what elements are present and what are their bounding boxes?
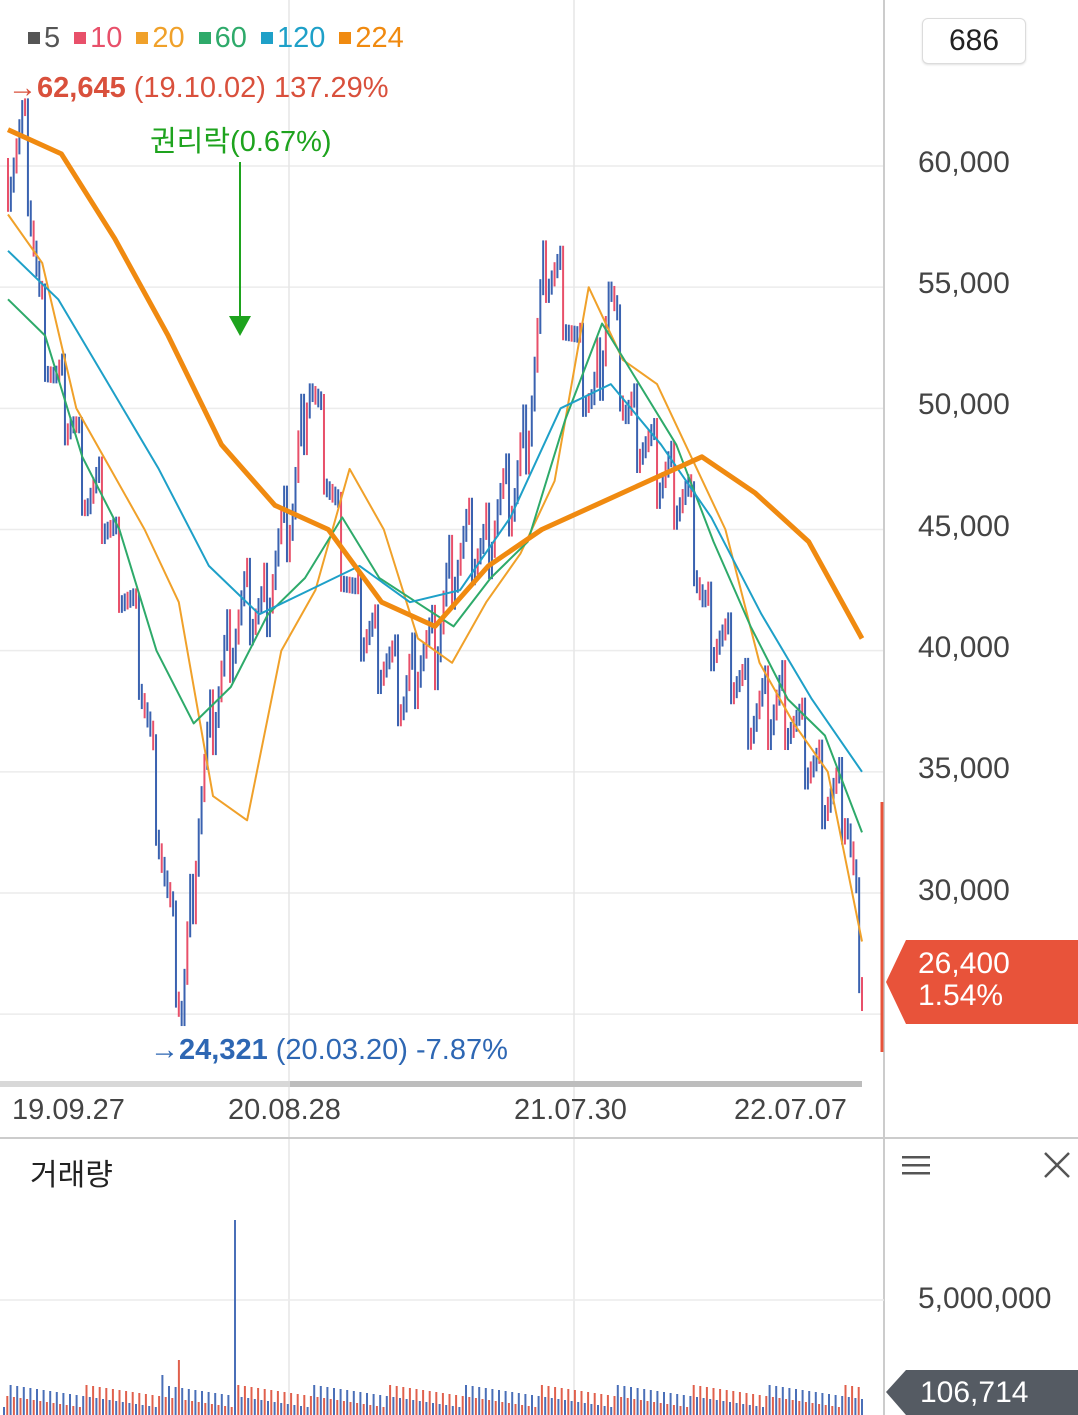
legend-item-224[interactable]: 224 xyxy=(339,20,404,56)
legend-swatch xyxy=(74,32,87,44)
x-tick-label: 21.07.30 xyxy=(514,1094,627,1126)
volume-bars xyxy=(3,1220,863,1415)
legend-label: 10 xyxy=(90,22,123,54)
candle-count-box[interactable]: 686 xyxy=(922,18,1026,64)
menu-icon[interactable] xyxy=(900,1150,932,1182)
high-detail: (19.10.02) 137.29% xyxy=(133,72,389,104)
legend-item-120[interactable]: 120 xyxy=(260,20,326,56)
volume-tick-label: 5,000,000 xyxy=(918,1282,1052,1315)
y-tick-label: 50,000 xyxy=(918,388,1010,421)
moving-average-lines xyxy=(6,127,865,942)
chart-overlays xyxy=(229,162,884,1052)
legend-item-5[interactable]: 5 xyxy=(28,20,60,56)
low-detail: (20.03.20) -7.87% xyxy=(275,1034,508,1066)
legend-label: 20 xyxy=(152,22,185,54)
y-tick-label: 45,000 xyxy=(918,510,1010,543)
rights-ex-label: 권리락(0.67%) xyxy=(150,126,332,158)
legend-label: 120 xyxy=(276,22,326,54)
ma-legend: 5 10 20 60 120 224 xyxy=(28,20,404,56)
price-badge-pointer xyxy=(886,940,906,1024)
high-arrow: → xyxy=(8,72,37,104)
y-tick-label: 55,000 xyxy=(918,267,1010,300)
legend-item-20[interactable]: 20 xyxy=(136,20,185,56)
legend-item-10[interactable]: 10 xyxy=(74,20,122,56)
high-price: 62,645 xyxy=(37,72,126,104)
y-tick-label: 60,000 xyxy=(918,146,1010,179)
volume-badge-pointer xyxy=(886,1370,906,1415)
ma-line-224 xyxy=(6,127,865,640)
ma-line-120 xyxy=(7,250,863,773)
y-tick-label: 30,000 xyxy=(918,874,1010,907)
current-price-badge: 26,400 1.54% xyxy=(906,940,1078,1024)
low-price-marker: →24,321 (20.03.20) -7.87% xyxy=(150,1034,508,1067)
current-change: 1.54% xyxy=(918,979,1004,1012)
y-tick-label: 40,000 xyxy=(918,631,1010,664)
current-price: 26,400 xyxy=(918,947,1010,980)
close-icon[interactable] xyxy=(1040,1148,1074,1182)
legend-swatch xyxy=(136,32,149,44)
x-tick-label: 19.09.27 xyxy=(12,1094,125,1126)
legend-item-60[interactable]: 60 xyxy=(198,20,247,56)
price-candles xyxy=(7,98,863,1027)
ma-line-20 xyxy=(7,213,863,942)
legend-label: 60 xyxy=(214,22,247,54)
legend-swatch xyxy=(339,32,352,44)
low-arrow: → xyxy=(150,1034,179,1066)
legend-swatch xyxy=(198,32,211,44)
x-tick-label: 22.07.07 xyxy=(734,1094,847,1126)
legend-label: 224 xyxy=(355,22,404,54)
y-tick-label: 35,000 xyxy=(918,752,1010,785)
legend-swatch xyxy=(260,32,273,44)
high-price-marker: →62,645 (19.10.02) 137.29% xyxy=(8,72,389,105)
current-volume-badge: 106,714 xyxy=(906,1370,1078,1415)
volume-panel-title: 거래량 xyxy=(30,1159,113,1192)
low-price: 24,321 xyxy=(179,1034,268,1066)
scroll-thumb xyxy=(290,1081,862,1087)
ma-line-60 xyxy=(7,298,863,833)
rights-arrow-head xyxy=(229,316,251,336)
legend-label: 5 xyxy=(44,22,61,54)
x-tick-label: 20.08.28 xyxy=(228,1094,341,1126)
legend-swatch xyxy=(28,32,40,44)
